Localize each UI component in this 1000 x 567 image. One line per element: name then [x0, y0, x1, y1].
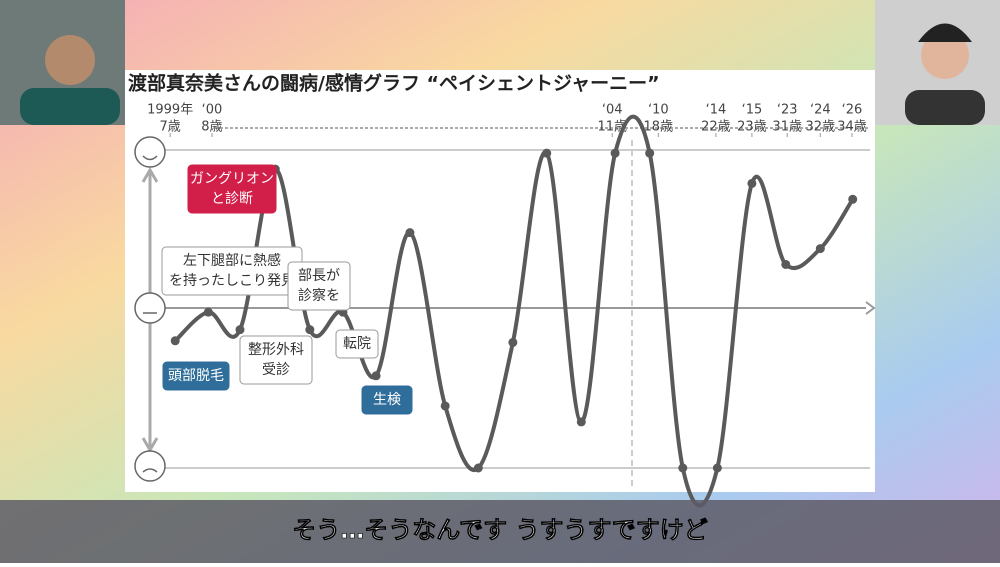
point [235, 325, 245, 335]
point [781, 259, 791, 269]
face-icons [134, 136, 166, 482]
annotation-text: と診断 [211, 191, 253, 207]
x-tick-age: 11歳 [597, 120, 627, 135]
x-tick-age: 23歳 [737, 120, 767, 135]
annotation-text: 左下腿部に熱感 [183, 252, 281, 269]
annotation-box [162, 361, 230, 391]
point [712, 463, 722, 473]
annotation-box [287, 261, 351, 311]
slide-title: 渡部真奈美さんの闘病/感情グラフ “ペイシェントジャーニー” [128, 72, 660, 95]
point [473, 463, 483, 473]
x-tick-label: 1999年 [147, 103, 193, 118]
x-tick-label: ‘00 [202, 103, 223, 118]
x-tick-label: ‘10 [648, 103, 669, 118]
person [20, 88, 120, 125]
x-tick-label: ‘14 [706, 103, 727, 118]
annotation-text: 整形外科 [248, 342, 304, 358]
annotation-text: 受診 [262, 362, 290, 378]
person [905, 90, 985, 125]
arrow [141, 167, 159, 453]
x-tick-label: ‘23 [777, 103, 798, 118]
point [747, 178, 757, 188]
annotation-text: 部長が [298, 268, 340, 284]
hat [918, 23, 972, 42]
annotation-text: 頭部脱毛 [168, 368, 224, 384]
person [921, 31, 969, 79]
person [45, 35, 95, 85]
annotation-box [187, 164, 277, 214]
point [576, 417, 586, 427]
annotation-text: 生検 [373, 392, 401, 408]
point [203, 307, 213, 317]
x-tick-age: 8歳 [201, 120, 222, 135]
x-tick-age: 18歳 [644, 120, 674, 135]
x-tick-label: ‘15 [742, 103, 763, 118]
annotation-text: 診察を [298, 287, 340, 304]
caption-bar [0, 500, 1000, 563]
x-tick-age: 22歳 [701, 120, 731, 135]
point [508, 337, 518, 347]
annotation-box [239, 335, 313, 385]
annotation-text: ガングリオン [190, 171, 274, 187]
x-tick-age: 7歳 [160, 120, 181, 135]
x-tick-label: ‘26 [842, 103, 863, 118]
x-tick-label: ‘24 [810, 103, 831, 118]
point [440, 401, 450, 411]
x-tick-age: 32歳 [806, 120, 836, 135]
annotation-box [361, 385, 413, 415]
point [305, 325, 315, 335]
caption: そう…そうなんです うすうすですけど [292, 516, 707, 544]
x-tick-age: 31歳 [772, 120, 802, 135]
point [170, 336, 180, 346]
annotation-text: 転院 [343, 336, 371, 352]
arrow [865, 301, 876, 315]
plot: 1999年 7歳 ‘00 8歳 ‘04 11歳 ‘10 18歳 ‘14 22歳 ‘15 23歳 ‘23 3… [147, 103, 867, 508]
annotation-text: を持ったしこり発見 [169, 273, 295, 289]
x-tick-age: 34歳 [837, 120, 867, 135]
point [645, 148, 655, 158]
point [610, 148, 620, 158]
point [371, 371, 381, 381]
point [405, 228, 415, 238]
annotation-box [335, 329, 379, 359]
point [848, 194, 858, 204]
point [542, 148, 552, 158]
x-tick-label: ‘04 [602, 103, 623, 118]
point [815, 244, 825, 254]
point [678, 463, 688, 473]
